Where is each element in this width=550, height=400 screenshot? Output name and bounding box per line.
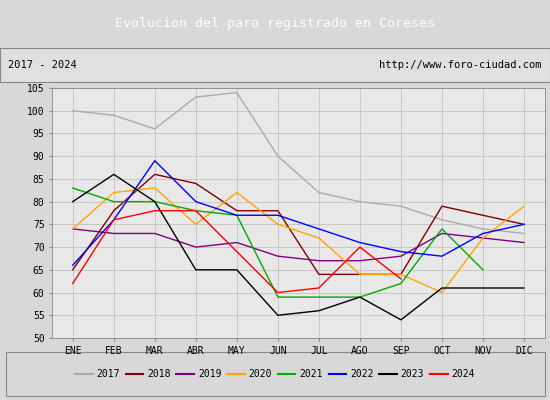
Text: Evolucion del paro registrado en Coreses: Evolucion del paro registrado en Coreses <box>115 18 435 30</box>
Text: 2017 - 2024: 2017 - 2024 <box>8 60 77 70</box>
Legend: 2017, 2018, 2019, 2020, 2021, 2022, 2023, 2024: 2017, 2018, 2019, 2020, 2021, 2022, 2023… <box>75 369 475 379</box>
Text: http://www.foro-ciudad.com: http://www.foro-ciudad.com <box>379 60 542 70</box>
